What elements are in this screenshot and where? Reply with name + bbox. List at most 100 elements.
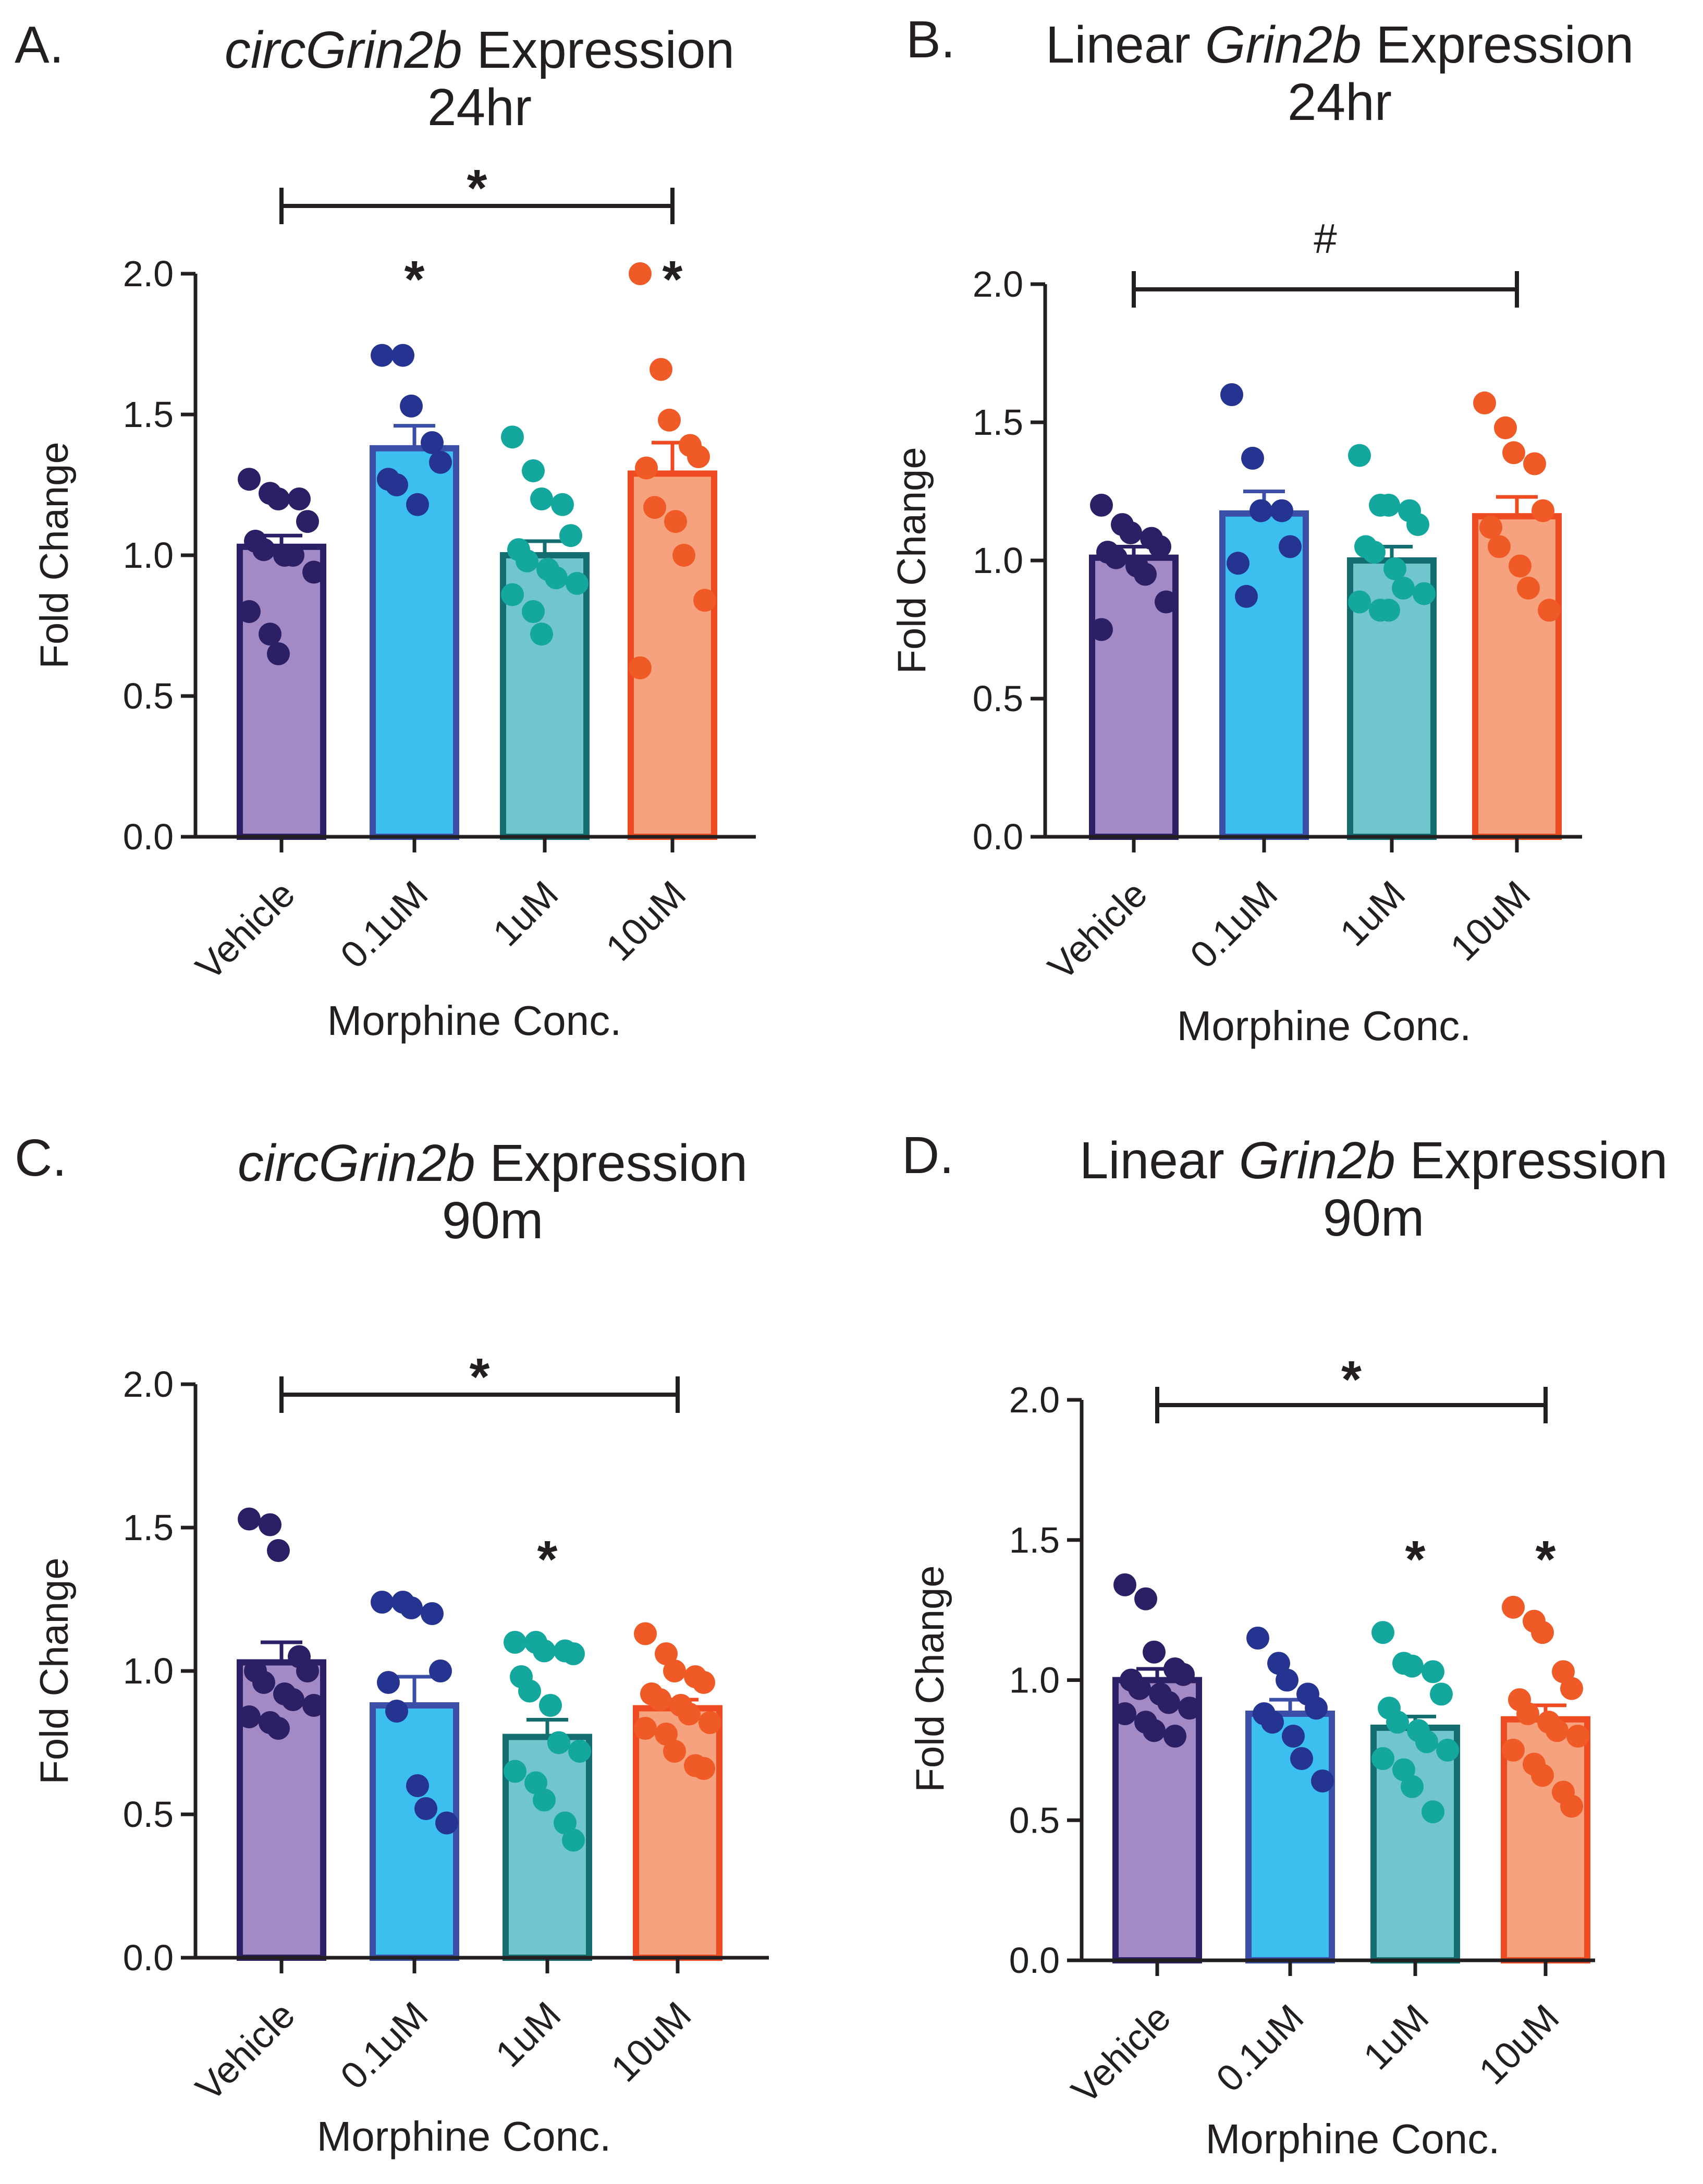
data-point — [1371, 1747, 1394, 1770]
data-point — [530, 487, 553, 510]
data-point — [1406, 513, 1429, 536]
data-point — [522, 459, 545, 482]
data-point — [554, 1811, 577, 1835]
data-point — [524, 1771, 547, 1795]
y-tick-label: 0.5 — [973, 678, 1023, 719]
y-tick-label: 0.5 — [123, 676, 174, 716]
bar-significance-mark: * — [663, 250, 683, 309]
data-point — [1546, 1719, 1569, 1742]
data-point — [371, 1591, 394, 1614]
data-point — [551, 493, 574, 516]
x-tick-label: Vehicle — [188, 873, 303, 989]
data-point — [1148, 535, 1171, 558]
data-point — [663, 1660, 686, 1682]
bar-Vehicle — [237, 543, 326, 840]
data-point — [634, 1622, 657, 1645]
data-point — [629, 262, 652, 285]
data-point — [296, 1660, 319, 1682]
significance-label: * — [467, 159, 487, 217]
x-tick-label: 0.1uM — [333, 873, 436, 977]
data-point — [1113, 1702, 1136, 1725]
data-point — [522, 600, 545, 623]
bar-significance-mark: * — [1536, 1530, 1556, 1589]
chart-subtitle: 90m — [1323, 1189, 1425, 1247]
data-point — [562, 1642, 585, 1665]
data-point — [259, 623, 281, 646]
data-point — [267, 642, 290, 665]
chart-title: circGrin2b Expression — [225, 21, 734, 79]
data-point — [414, 1797, 437, 1820]
data-point — [406, 1774, 429, 1797]
chart-title: Linear Grin2b Expression — [1080, 1131, 1668, 1190]
data-point — [238, 1705, 261, 1728]
data-point — [391, 344, 414, 367]
significance-label: # — [1314, 215, 1337, 262]
y-tick-label: 1.5 — [1009, 1520, 1060, 1560]
data-point — [1155, 590, 1178, 614]
data-point — [545, 566, 568, 590]
chart-title: Linear Grin2b Expression — [1046, 16, 1634, 74]
x-tick-label: 1uM — [1332, 873, 1414, 955]
data-point — [678, 1702, 701, 1726]
y-tick-label: 1.0 — [973, 540, 1023, 581]
data-point — [1249, 499, 1272, 522]
data-point — [1488, 535, 1511, 558]
x-axis-label: Morphine Conc. — [1177, 1003, 1472, 1049]
data-point — [252, 538, 275, 562]
data-point — [504, 1760, 526, 1783]
data-point — [672, 544, 695, 567]
x-tick-label: 10uM — [1471, 1997, 1567, 2093]
data-point — [1276, 1668, 1298, 1692]
x-axis-label: Morphine Conc. — [327, 997, 622, 1044]
data-point — [547, 1731, 570, 1754]
x-tick-label: 10uM — [1442, 873, 1538, 969]
data-point — [1143, 1719, 1166, 1742]
panel-letter: B. — [906, 10, 955, 69]
x-axis-label: Morphine Conc. — [1206, 2116, 1500, 2162]
data-point — [504, 1631, 526, 1654]
significance-label: * — [1341, 1350, 1362, 1409]
y-tick-label: 0.0 — [973, 816, 1023, 857]
y-tick-label: 0.5 — [1009, 1800, 1060, 1840]
data-point — [371, 344, 394, 367]
bar-0.1uM — [1245, 1711, 1335, 1963]
y-tick-label: 1.5 — [123, 394, 174, 435]
data-point — [429, 450, 452, 474]
data-point — [1560, 1677, 1583, 1700]
data-point — [1282, 1725, 1305, 1748]
x-tick-label: 1uM — [485, 873, 567, 955]
x-tick-label: 1uM — [488, 1994, 569, 2076]
chart-subtitle: 24hr — [1288, 73, 1392, 131]
data-point — [296, 510, 319, 533]
data-point — [1509, 554, 1532, 578]
data-point — [1422, 1660, 1444, 1683]
data-point — [302, 1694, 325, 1717]
x-tick-label: 0.1uM — [1182, 873, 1285, 977]
y-tick-label: 0.0 — [123, 816, 174, 857]
data-point — [501, 425, 524, 449]
bar-significance-mark: * — [405, 250, 425, 309]
x-tick-label: 0.1uM — [1208, 1997, 1312, 2100]
data-point — [1270, 499, 1293, 522]
significance-label: * — [470, 1348, 490, 1406]
data-point — [655, 1642, 678, 1665]
data-point — [1377, 494, 1400, 517]
data-point — [629, 656, 652, 679]
data-point — [1348, 590, 1371, 614]
data-point — [1163, 1725, 1186, 1748]
y-tick-label: 1.5 — [973, 402, 1023, 443]
data-point — [663, 1740, 686, 1763]
data-point — [1401, 1775, 1424, 1798]
y-axis-label: Fold Change — [32, 442, 77, 668]
data-point — [1538, 599, 1561, 622]
data-point — [530, 623, 553, 646]
data-point — [1348, 444, 1371, 467]
bar-significance-mark: * — [537, 1530, 558, 1589]
data-point — [643, 496, 666, 519]
data-point — [1430, 1682, 1453, 1706]
y-tick-label: 1.0 — [123, 1651, 174, 1691]
data-point — [1290, 1747, 1313, 1770]
